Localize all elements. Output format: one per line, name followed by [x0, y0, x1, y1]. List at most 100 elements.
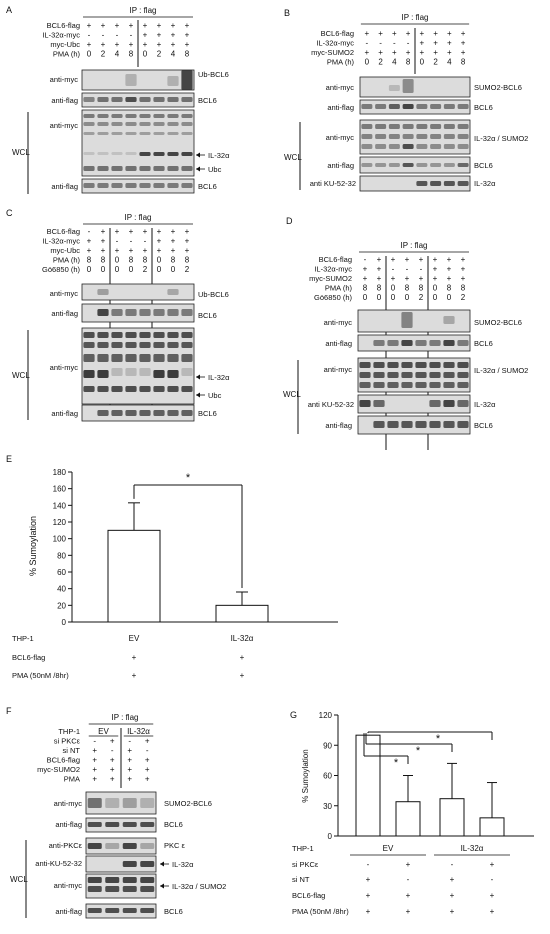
blot-c-wcl-myc-band — [153, 342, 165, 348]
blot-d-flag-band — [457, 340, 469, 346]
condition-cell: + — [433, 39, 438, 48]
blot-b-wcl-flag-band — [457, 163, 469, 167]
blot-b-wcl-myc-band — [443, 124, 455, 129]
blot-d-flag-band — [401, 340, 413, 346]
blot-d-wcl-flag-band — [443, 421, 455, 428]
condition-cell: 8 — [87, 256, 92, 265]
condition-label-d: PMA (h) — [325, 284, 353, 293]
condition-cell: + — [127, 746, 132, 755]
condition-cell: + — [127, 775, 132, 784]
blot-c-wcl-myc-band — [111, 386, 123, 392]
blot-c-wcl-myc-band — [111, 354, 123, 362]
wcl-label-c: WCL — [12, 371, 30, 380]
condition-cell: 0 — [87, 265, 92, 274]
blot-d-ku-band — [429, 400, 441, 407]
condition-label-d: IL-32α-myc — [314, 265, 352, 274]
blot-f-flag-band — [87, 822, 102, 827]
condition-cell: 8 — [129, 50, 134, 59]
condition-label-c: IL-32α-myc — [42, 237, 80, 246]
blot-b-wcl-myc-band — [443, 134, 455, 139]
footer-cell-g: + — [490, 907, 495, 916]
blot-a-wcl-myc-band — [97, 152, 109, 155]
condition-cell: 0 — [391, 284, 396, 293]
condition-cell: 0 — [143, 50, 148, 59]
blot-f-wcl-myc-band — [140, 877, 155, 883]
condition-cell: 8 — [461, 284, 466, 293]
arrow-a-il32 — [196, 152, 200, 158]
blot-a-wcl-myc — [81, 109, 195, 177]
condition-cell: + — [171, 237, 176, 246]
panel-letter-f: F — [6, 706, 12, 716]
blot-d-wcl-myc-band — [373, 372, 385, 378]
condition-cell: - — [130, 31, 133, 40]
blot-a-wcl-myc-band — [125, 152, 137, 155]
condition-cell: - — [144, 237, 147, 246]
blot-a-flag-band — [125, 97, 137, 102]
condition-cell: + — [87, 40, 92, 49]
condition-cell: 4 — [447, 58, 452, 67]
blot-a-wcl-myc-band — [153, 152, 165, 156]
condition-cell: 8 — [419, 284, 424, 293]
blot-c-wcl-flag-band — [139, 410, 151, 416]
protein-label: Ubc — [208, 391, 222, 400]
condition-label-f: si PKCε — [54, 737, 81, 746]
condition-cell: + — [365, 29, 370, 38]
blot-b-flag-band — [416, 104, 428, 109]
condition-cell: + — [406, 48, 411, 57]
antibody-label: anti-myc — [50, 75, 79, 84]
condition-cell: - — [111, 746, 114, 755]
protein-label: BCL6 — [198, 96, 217, 105]
condition-label-a: BCL6-flag — [47, 21, 80, 30]
blot-f-ku — [85, 855, 157, 873]
condition-cell: + — [377, 265, 382, 274]
blot-a-wcl-myc-band — [181, 122, 193, 126]
bar-g-3 — [479, 817, 505, 837]
condition-cell: + — [115, 21, 120, 30]
significance-star-g: * — [394, 757, 399, 769]
blot-c-wcl-myc-band — [153, 386, 165, 392]
protein-label: Ubc — [208, 165, 222, 174]
blot-b-wcl-myc-band — [361, 144, 373, 149]
blot-b-wcl-myc-band — [402, 124, 414, 129]
blot-c-wcl-flag-band — [153, 410, 165, 416]
blot-c-wcl-myc-band — [125, 354, 137, 362]
condition-cell: 8 — [363, 284, 368, 293]
condition-cell: 2 — [378, 58, 383, 67]
condition-cell: + — [157, 21, 162, 30]
antibody-label: anti-myc — [50, 121, 79, 130]
panel-letter-g: G — [290, 710, 297, 720]
condition-cell: + — [392, 29, 397, 38]
blot-d-wcl-myc-band — [359, 372, 371, 378]
condition-cell: 0 — [391, 293, 396, 302]
arrow-a-ubc — [196, 166, 200, 172]
condition-cell: + — [420, 29, 425, 38]
blot-c-wcl-myc-band — [153, 354, 165, 362]
condition-cell: + — [157, 227, 162, 236]
blot-c-wcl-myc-band — [125, 368, 137, 376]
footer-label-g: si NT — [292, 875, 310, 884]
blot-b-ku-band — [443, 181, 455, 186]
blot-b-wcl-flag — [359, 156, 471, 174]
blot-d-wcl-myc-band — [429, 382, 441, 388]
blot-b-wcl-flag-band — [375, 163, 387, 167]
blot-a-flag — [81, 92, 195, 108]
condition-cell: 4 — [171, 50, 176, 59]
footer-cell-g: - — [367, 860, 370, 869]
y-axis-label-e: % Sumoylation — [28, 516, 38, 576]
blot-b-flag — [359, 99, 471, 115]
blot-a-wcl-myc-band — [139, 122, 151, 126]
significance-star-g: * — [416, 745, 421, 757]
condition-cell: + — [101, 237, 106, 246]
blot-a-wcl-myc-band — [153, 132, 165, 135]
blot-c-wcl-myc-band — [125, 342, 137, 348]
blot-a-wcl-flag-band — [139, 183, 151, 188]
blot-d-wcl-myc-band — [387, 362, 399, 368]
footer-cell-g: + — [366, 907, 371, 916]
condition-cell: 0 — [405, 293, 410, 302]
blot-a-wcl-flag-band — [97, 183, 109, 188]
condition-cell: + — [461, 29, 466, 38]
condition-cell: + — [447, 255, 452, 264]
blot-c-wcl-myc-band — [181, 368, 193, 376]
condition-cell: + — [447, 48, 452, 57]
condition-cell: 2 — [157, 50, 162, 59]
